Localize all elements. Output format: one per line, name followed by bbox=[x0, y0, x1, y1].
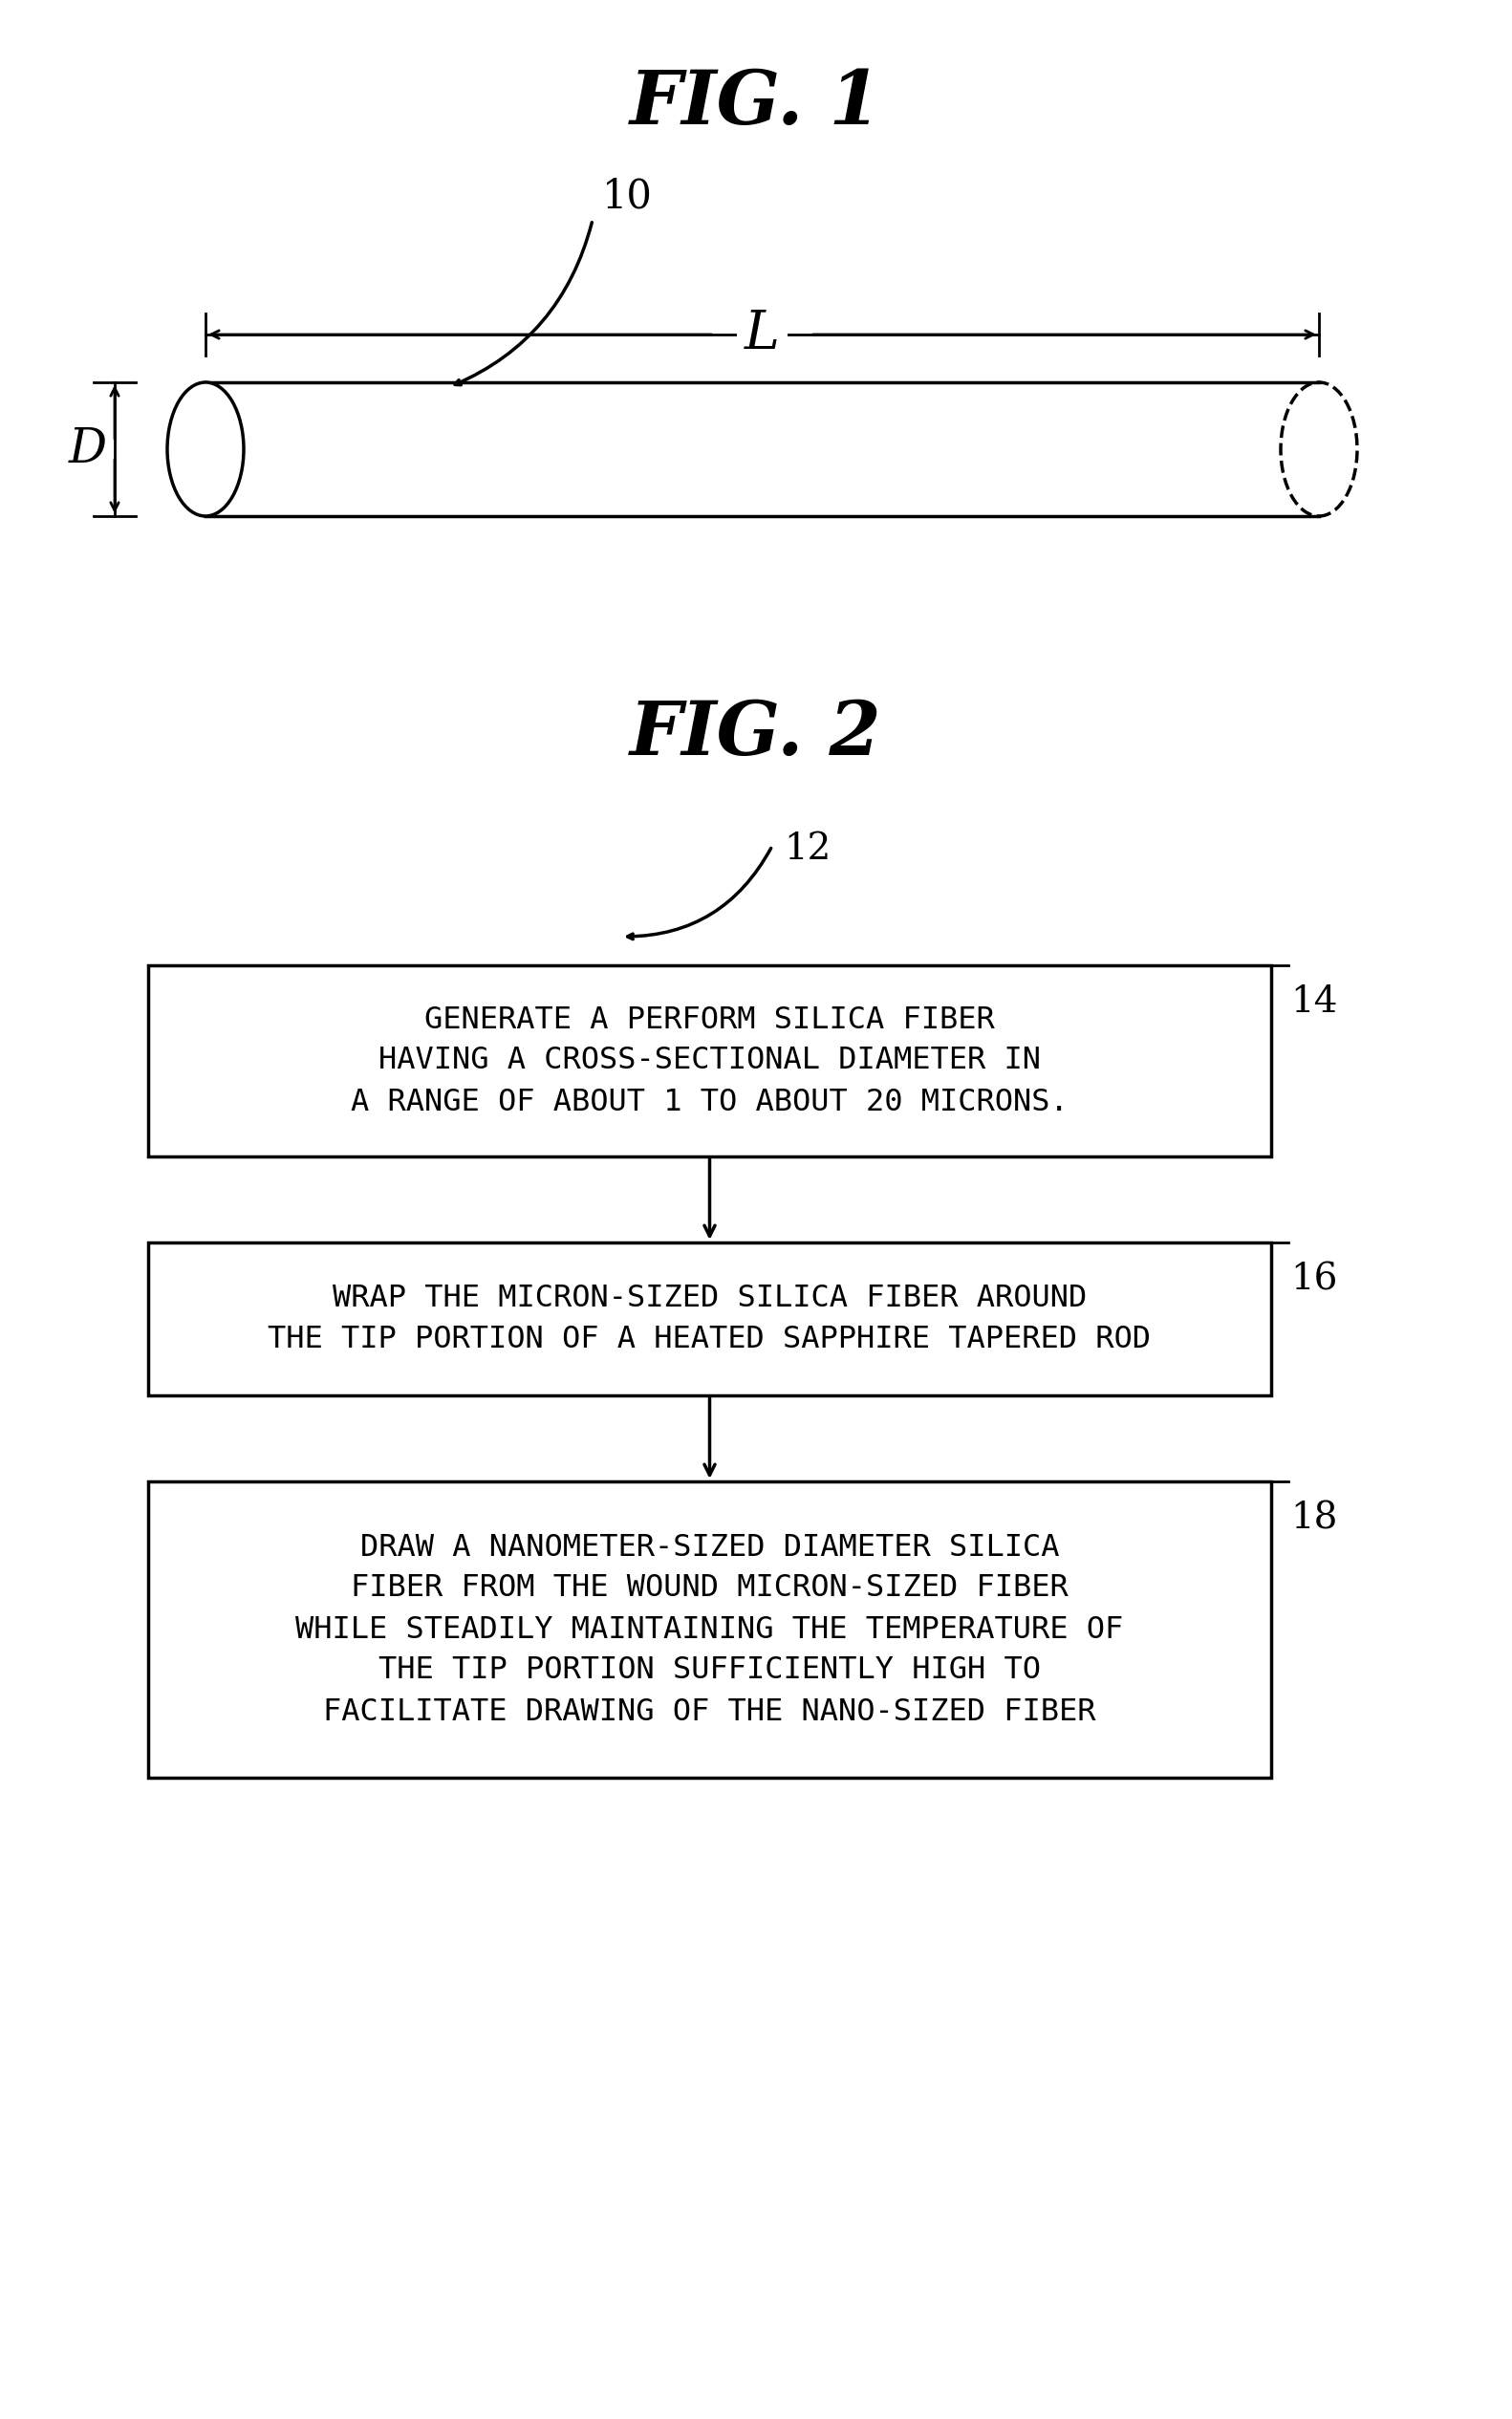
Text: 14: 14 bbox=[1290, 985, 1338, 1021]
Text: FIG. 1: FIG. 1 bbox=[631, 68, 881, 140]
Bar bbox=[148, 965, 1272, 1156]
Bar bbox=[206, 382, 1318, 515]
Text: L: L bbox=[744, 307, 780, 360]
Text: 12: 12 bbox=[783, 832, 832, 866]
Text: FIG. 2: FIG. 2 bbox=[631, 697, 881, 772]
Ellipse shape bbox=[1281, 382, 1358, 515]
Bar bbox=[148, 1243, 1272, 1396]
Bar bbox=[148, 1480, 1272, 1778]
Text: DRAW A NANOMETER-SIZED DIAMETER SILICA
FIBER FROM THE WOUND MICRON-SIZED FIBER
W: DRAW A NANOMETER-SIZED DIAMETER SILICA F… bbox=[296, 1534, 1123, 1727]
Text: 18: 18 bbox=[1290, 1500, 1338, 1536]
Ellipse shape bbox=[168, 382, 243, 515]
Text: D: D bbox=[68, 426, 107, 472]
Text: 10: 10 bbox=[602, 177, 653, 218]
Text: 16: 16 bbox=[1290, 1263, 1338, 1297]
Text: GENERATE A PERFORM SILICA FIBER
HAVING A CROSS-SECTIONAL DIAMETER IN
A RANGE OF : GENERATE A PERFORM SILICA FIBER HAVING A… bbox=[351, 1004, 1069, 1118]
Text: WRAP THE MICRON-SIZED SILICA FIBER AROUND
THE TIP PORTION OF A HEATED SAPPHIRE T: WRAP THE MICRON-SIZED SILICA FIBER AROUN… bbox=[268, 1284, 1151, 1355]
